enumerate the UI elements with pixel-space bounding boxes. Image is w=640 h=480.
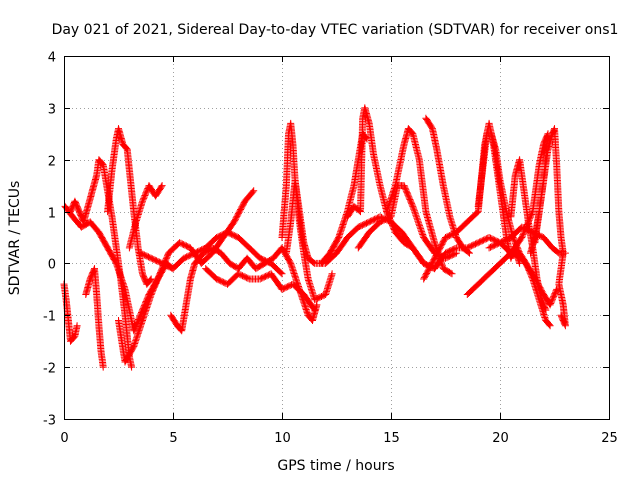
series-sat-d bbox=[82, 265, 107, 371]
marker-trace bbox=[343, 104, 439, 273]
series-sat-c bbox=[67, 156, 136, 371]
series-sat-q bbox=[422, 114, 473, 257]
x-tick-label: 20 bbox=[492, 431, 509, 446]
marker-trace bbox=[278, 119, 561, 309]
marker-trace bbox=[104, 125, 155, 288]
marker-trace bbox=[282, 177, 336, 304]
x-tick-label: 10 bbox=[274, 431, 291, 446]
x-tick-label: 25 bbox=[601, 431, 618, 446]
x-tick-label: 15 bbox=[383, 431, 400, 446]
marker-trace bbox=[531, 125, 569, 330]
series-sat-u bbox=[507, 156, 550, 314]
marker-trace bbox=[125, 182, 166, 252]
x-axis-label: GPS time / hours bbox=[277, 458, 394, 474]
marker-trace bbox=[422, 114, 473, 257]
series-sat-j bbox=[202, 265, 319, 314]
axis-ticks: 0 5 10 15 20 25 -3 -2 -1 0 1 2 3 4 bbox=[43, 51, 618, 447]
series-sat-n bbox=[343, 104, 439, 273]
x-tick-label: 0 bbox=[60, 431, 68, 446]
series-sat-b bbox=[60, 280, 81, 345]
series-sat-l bbox=[282, 177, 336, 304]
marker-trace bbox=[202, 265, 319, 314]
marker-trace bbox=[167, 244, 321, 335]
series-sat-k bbox=[278, 119, 561, 309]
marker-trace bbox=[60, 280, 81, 345]
x-tick-label: 5 bbox=[169, 431, 177, 446]
data-points bbox=[60, 104, 569, 371]
marker-trace bbox=[485, 223, 569, 257]
marker-trace bbox=[507, 156, 550, 314]
y-tick-label: 2 bbox=[48, 155, 56, 170]
series-sat-e bbox=[104, 125, 155, 288]
plot-frame bbox=[64, 56, 610, 420]
chart-title: Day 021 of 2021, Sidereal Day-to-day VTE… bbox=[52, 22, 619, 38]
y-tick-label: 1 bbox=[48, 207, 56, 222]
y-axis-label: SDTVAR / TECUs bbox=[7, 181, 23, 296]
y-tick-label: 3 bbox=[48, 103, 56, 118]
marker-trace bbox=[82, 265, 107, 371]
marker-trace bbox=[67, 156, 136, 371]
series-sat-w bbox=[485, 223, 569, 257]
gridlines bbox=[64, 56, 609, 419]
y-tick-label: -2 bbox=[43, 362, 56, 377]
series-sat-v bbox=[531, 125, 569, 330]
y-tick-label: -3 bbox=[43, 414, 56, 429]
y-tick-label: 0 bbox=[48, 258, 56, 273]
series-sat-g bbox=[125, 182, 166, 252]
y-tick-label: 4 bbox=[48, 51, 56, 66]
series-sat-i bbox=[167, 244, 321, 335]
y-tick-label: -1 bbox=[43, 310, 56, 325]
